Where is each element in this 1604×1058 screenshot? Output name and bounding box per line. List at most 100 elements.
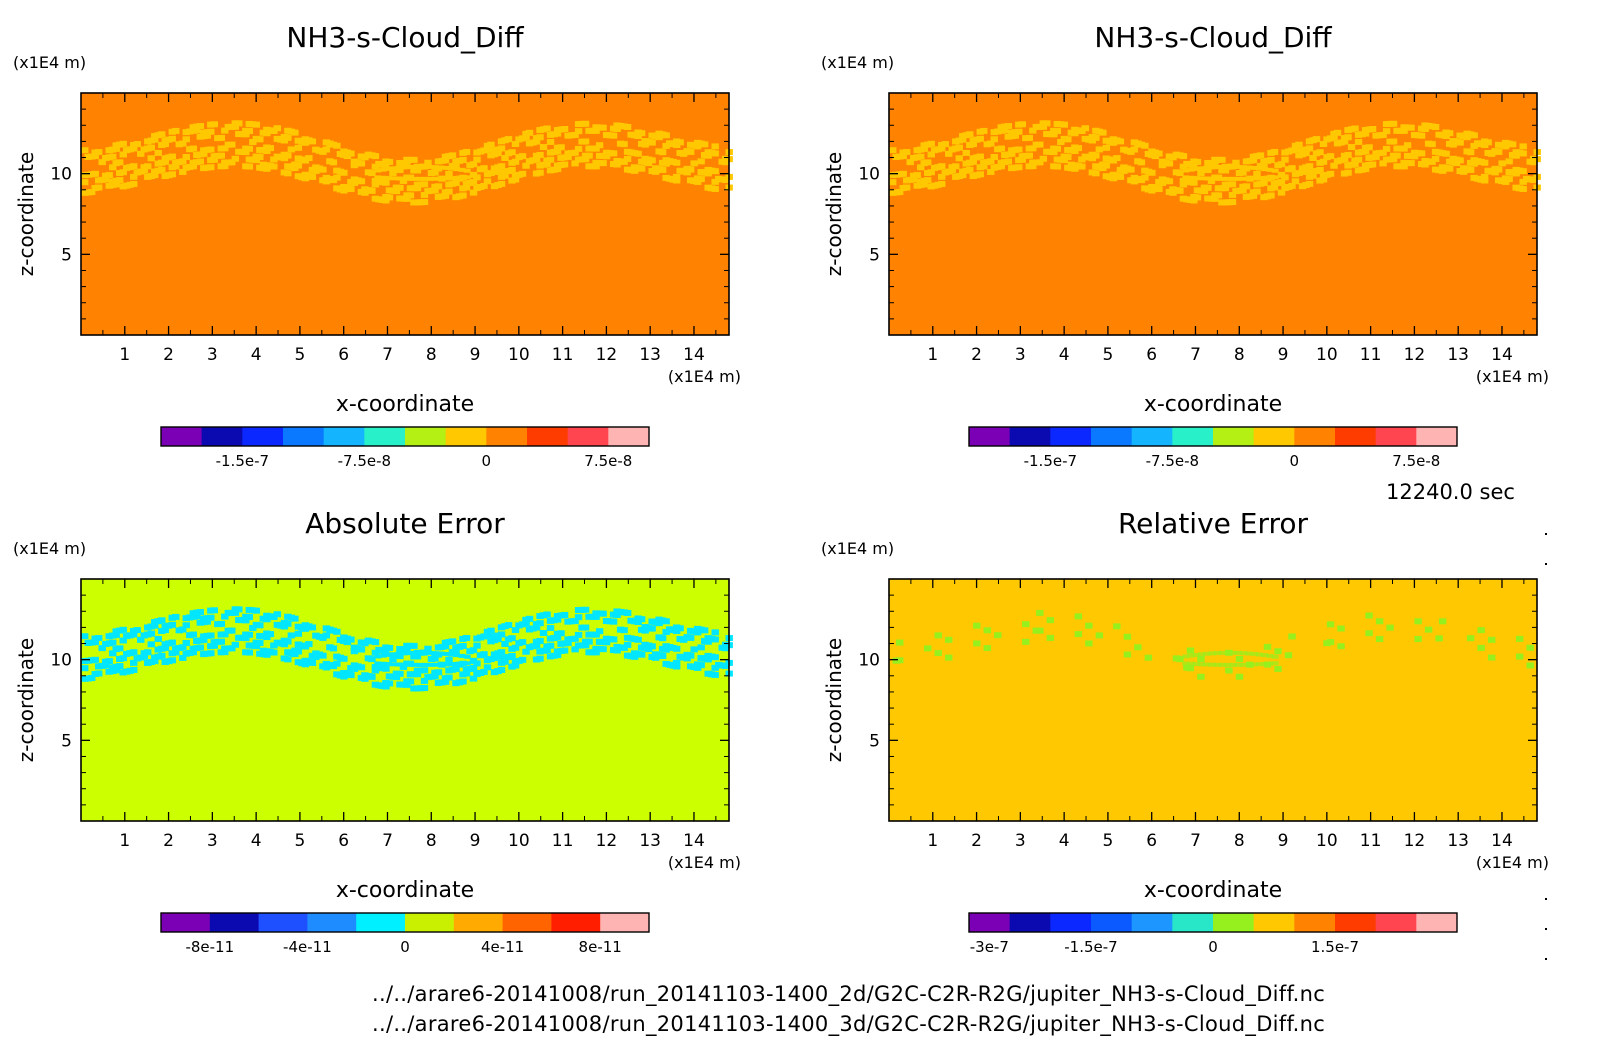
x-tick-label: 9 bbox=[470, 831, 481, 851]
x-tick-label: 2 bbox=[163, 345, 174, 365]
heatmap-cell bbox=[371, 153, 380, 160]
heatmap-cell bbox=[924, 159, 932, 166]
heatmap-cell bbox=[168, 639, 176, 646]
heatmap-cell bbox=[1368, 161, 1377, 168]
colorbar-swatch bbox=[1050, 913, 1092, 932]
heatmap-cell bbox=[1250, 651, 1258, 656]
heatmap-cell bbox=[319, 652, 327, 659]
z-axis-label: z-coordinate bbox=[14, 638, 38, 762]
heatmap-cell bbox=[420, 199, 429, 206]
heatmap-cell bbox=[416, 164, 424, 169]
heatmap-cell bbox=[501, 640, 509, 647]
colorbar-swatch bbox=[1335, 913, 1377, 932]
heatmap-cell bbox=[522, 648, 530, 655]
heatmap-cell bbox=[193, 127, 201, 134]
heatmap-cell bbox=[536, 169, 544, 176]
heatmap-cell bbox=[1519, 185, 1527, 192]
x-tick-label: 1 bbox=[119, 345, 130, 365]
heatmap-cell bbox=[368, 187, 376, 194]
heatmap-cell bbox=[973, 622, 981, 629]
heatmap-cell bbox=[504, 136, 513, 143]
heatmap-cell bbox=[305, 641, 313, 648]
heatmap-cell bbox=[168, 135, 176, 142]
heatmap-cell bbox=[1266, 167, 1274, 172]
heatmap-cell bbox=[574, 128, 583, 135]
heatmap-cell bbox=[91, 153, 99, 160]
heatmap-cell bbox=[1004, 158, 1012, 165]
heatmap-cell bbox=[1309, 154, 1317, 161]
heatmap-cell bbox=[571, 149, 579, 156]
heatmap-cell bbox=[969, 158, 977, 165]
heatmap-cell bbox=[1466, 166, 1475, 173]
x-tick-label: 4 bbox=[1059, 831, 1070, 851]
heatmap-cell bbox=[543, 646, 551, 653]
plot-frame bbox=[888, 578, 1538, 822]
heatmap-cell bbox=[1281, 174, 1289, 181]
heatmap-cell bbox=[284, 134, 292, 141]
colorbar-swatch bbox=[453, 913, 504, 932]
heatmap-cell bbox=[1198, 176, 1206, 181]
heatmap-cell bbox=[987, 140, 995, 147]
heatmap-cell bbox=[151, 136, 159, 143]
heatmap-cell bbox=[1245, 165, 1253, 170]
heatmap-cell bbox=[690, 646, 698, 653]
heatmap-cell bbox=[1431, 155, 1440, 162]
colorbar-swatch bbox=[1213, 913, 1255, 932]
z-tick-label: 10 bbox=[858, 651, 880, 671]
heatmap-cell bbox=[147, 144, 155, 151]
x-tick-label: 13 bbox=[639, 345, 661, 365]
heatmap-cell bbox=[221, 631, 229, 638]
heatmap-cell bbox=[1176, 656, 1184, 663]
heatmap-cell bbox=[1078, 163, 1086, 170]
heatmap-cell bbox=[595, 628, 604, 635]
heatmap-cell bbox=[396, 670, 404, 677]
heatmap-cell bbox=[602, 639, 611, 646]
heatmap-cell bbox=[395, 176, 403, 181]
colorbar-tick-label: 8e-11 bbox=[579, 938, 622, 956]
x-tick-label: 6 bbox=[338, 831, 349, 851]
heatmap-cell bbox=[595, 142, 604, 149]
heatmap-cell bbox=[207, 128, 215, 135]
heatmap-cell bbox=[1036, 141, 1044, 148]
heatmap-cell bbox=[1182, 168, 1190, 173]
heatmap-cell bbox=[179, 168, 187, 175]
heatmap-cell bbox=[686, 652, 695, 659]
x-tick-label: 4 bbox=[251, 345, 262, 365]
heatmap-cell bbox=[1095, 146, 1104, 153]
x-tick-label: 4 bbox=[1059, 345, 1070, 365]
heatmap-cell bbox=[1221, 167, 1230, 174]
heatmap-cell bbox=[1305, 180, 1314, 187]
heatmap-cell bbox=[458, 653, 466, 658]
heatmap-cell bbox=[962, 149, 970, 156]
heatmap-cell bbox=[445, 674, 453, 681]
heatmap-cell bbox=[392, 674, 401, 681]
heatmap-cell bbox=[1515, 653, 1524, 660]
heatmap-cell bbox=[711, 671, 719, 678]
heatmap-cell bbox=[592, 631, 600, 638]
heatmap-cell bbox=[543, 160, 551, 167]
heatmap-cell bbox=[207, 146, 215, 153]
heatmap-cell bbox=[151, 658, 159, 665]
heatmap-cell bbox=[1207, 177, 1216, 184]
heatmap-cell bbox=[1176, 170, 1184, 177]
x-axis-label: x-coordinate bbox=[1144, 878, 1282, 903]
heatmap-cell bbox=[560, 611, 569, 618]
heatmap-cell bbox=[966, 166, 974, 173]
heatmap-cell bbox=[98, 159, 106, 166]
heatmap-cell bbox=[189, 145, 197, 152]
colorbar-tick-label: -3e-7 bbox=[970, 938, 1009, 956]
heatmap-cell bbox=[1354, 156, 1363, 163]
heatmap-cell bbox=[1074, 145, 1083, 152]
x-tick-label: 8 bbox=[426, 831, 437, 851]
heatmap-cell bbox=[421, 164, 429, 169]
heatmap-cell bbox=[329, 159, 338, 166]
heatmap-cell bbox=[144, 163, 152, 170]
heatmap-cell bbox=[1266, 175, 1274, 180]
heatmap-cell bbox=[1340, 138, 1349, 145]
heatmap-cell bbox=[571, 160, 579, 167]
heatmap-cell bbox=[399, 177, 408, 184]
heatmap-cell bbox=[374, 175, 382, 180]
heatmap-cell bbox=[469, 647, 478, 654]
heatmap-cell bbox=[1375, 636, 1384, 643]
x-tick-label: 6 bbox=[1146, 831, 1157, 851]
